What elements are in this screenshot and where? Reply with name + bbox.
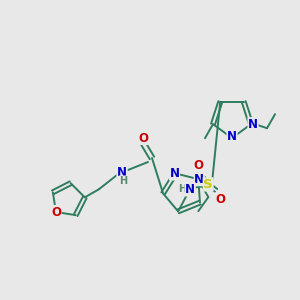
Text: N: N [117, 166, 127, 178]
Text: O: O [138, 131, 148, 145]
Text: H: H [178, 184, 186, 194]
Text: N: N [169, 167, 179, 180]
Text: N: N [185, 183, 195, 196]
Text: H: H [119, 176, 127, 186]
Text: O: O [193, 159, 203, 172]
Text: N: N [194, 172, 204, 186]
Text: O: O [215, 193, 225, 206]
Text: S: S [203, 178, 213, 191]
Text: O: O [51, 206, 61, 218]
Text: N: N [227, 130, 237, 143]
Text: N: N [248, 118, 258, 131]
